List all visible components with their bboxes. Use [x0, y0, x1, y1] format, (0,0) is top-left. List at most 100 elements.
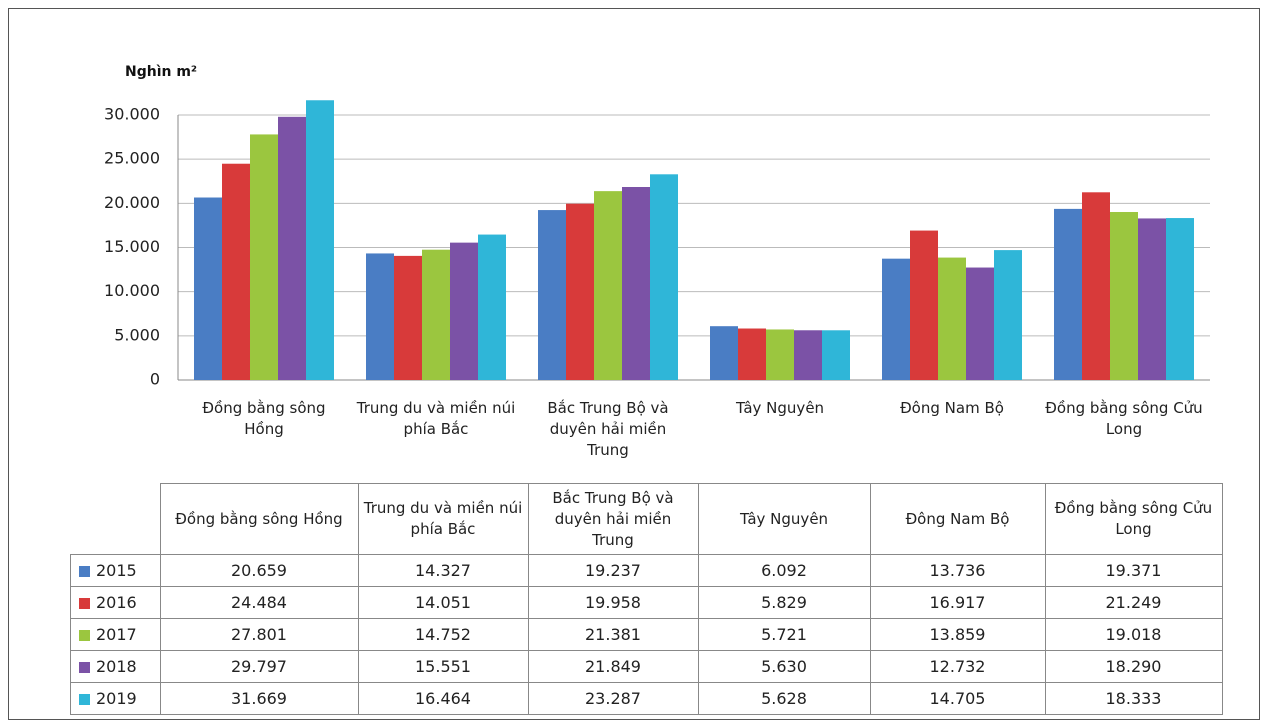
table-header-cell — [70, 483, 161, 555]
table-cell: 6.092 — [697, 554, 871, 587]
bar — [422, 249, 450, 380]
table-row: 2017 27.801 14.752 21.381 5.721 13.859 19.018 — [70, 618, 1223, 651]
table-header-cell: Bắc Trung Bộ và duyên hải miền Trung — [527, 483, 699, 555]
table-cell: 21.849 — [527, 650, 699, 683]
table-cell: 31.669 — [159, 682, 359, 715]
table-header-cell: Trung du và miền núi phía Bắc — [357, 483, 529, 555]
table-cell: 13.736 — [869, 554, 1046, 587]
data-table: Đồng bằng sông Hồng Trung du và miền núi … — [70, 483, 1223, 715]
table-cell: 15.551 — [357, 650, 529, 683]
bar — [394, 255, 422, 380]
table-cell: 14.752 — [357, 618, 529, 651]
table-header-row: Đồng bằng sông Hồng Trung du và miền núi … — [70, 483, 1223, 555]
table-header-cell: Đông Nam Bộ — [869, 483, 1046, 555]
x-tick-label: Trung du và miền núi phía Bắc — [356, 399, 516, 438]
table-cell: 14.705 — [869, 682, 1046, 715]
legend-swatch — [79, 662, 90, 673]
table-cell: 13.859 — [869, 618, 1046, 651]
legend-label: 2017 — [96, 625, 137, 644]
x-tick-label: Đồng bằng sông Cửu Long — [1045, 399, 1203, 438]
y-tick-label: 20.000 — [104, 193, 160, 212]
bar — [822, 330, 850, 380]
bar — [938, 257, 966, 380]
bar — [594, 191, 622, 380]
table-cell: 16.917 — [869, 586, 1046, 619]
legend-label: 2015 — [96, 561, 137, 580]
bar — [306, 100, 334, 380]
legend-entry: 2016 — [70, 586, 161, 619]
bar — [794, 330, 822, 380]
bar — [194, 197, 222, 380]
legend-entry: 2017 — [70, 618, 161, 651]
table-cell: 19.371 — [1044, 554, 1223, 587]
bar — [478, 234, 506, 380]
table-row: 2015 20.659 14.327 19.237 6.092 13.736 19.371 — [70, 554, 1223, 587]
table-cell: 19.018 — [1044, 618, 1223, 651]
y-tick-label: 5.000 — [114, 325, 160, 344]
table-cell: 21.381 — [527, 618, 699, 651]
bar — [1166, 218, 1194, 380]
bar — [1054, 208, 1082, 380]
table-cell: 5.630 — [697, 650, 871, 683]
table-cell: 5.628 — [697, 682, 871, 715]
bar — [966, 267, 994, 380]
legend-swatch — [79, 566, 90, 577]
bar — [650, 174, 678, 380]
bar — [1138, 218, 1166, 380]
bar — [222, 163, 250, 380]
table-cell: 5.721 — [697, 618, 871, 651]
bar — [366, 253, 394, 380]
legend-swatch — [79, 630, 90, 641]
table-cell: 24.484 — [159, 586, 359, 619]
bar — [566, 203, 594, 380]
legend-label: 2018 — [96, 657, 137, 676]
table-header-cell: Đồng bằng sông Hồng — [159, 483, 359, 555]
legend-entry: 2019 — [70, 682, 161, 715]
table-cell: 5.829 — [697, 586, 871, 619]
table-header-cell: Tây Nguyên — [697, 483, 871, 555]
bar — [994, 250, 1022, 380]
x-tick-label: Bắc Trung Bộ và duyên hải miền Trung — [547, 399, 669, 459]
x-tick-label: Đông Nam Bộ — [900, 399, 1004, 417]
table-cell: 27.801 — [159, 618, 359, 651]
table-row: 2019 31.669 16.464 23.287 5.628 14.705 18.333 — [70, 682, 1223, 715]
bar — [278, 116, 306, 381]
table-cell: 14.051 — [357, 586, 529, 619]
y-tick-label: 30.000 — [104, 105, 160, 124]
bar — [622, 187, 650, 380]
legend-label: 2019 — [96, 689, 137, 708]
table-cell: 21.249 — [1044, 586, 1223, 619]
x-tick-label: Tây Nguyên — [735, 399, 825, 417]
legend-entry: 2018 — [70, 650, 161, 683]
y-tick-label: 15.000 — [104, 237, 160, 256]
legend-swatch — [79, 694, 90, 705]
y-axis-label: Nghìn m² — [125, 64, 198, 80]
bar — [882, 258, 910, 380]
table-cell: 16.464 — [357, 682, 529, 715]
legend-swatch — [79, 598, 90, 609]
bar — [538, 210, 566, 380]
table-cell: 12.732 — [869, 650, 1046, 683]
table-cell: 14.327 — [357, 554, 529, 587]
bar — [910, 230, 938, 380]
frame — [8, 8, 1260, 720]
table-cell: 29.797 — [159, 650, 359, 683]
table-cell: 19.237 — [527, 554, 699, 587]
table-cell: 19.958 — [527, 586, 699, 619]
bar — [1082, 192, 1110, 380]
table-cell: 18.290 — [1044, 650, 1223, 683]
table-cell: 18.333 — [1044, 682, 1223, 715]
table-cell: 20.659 — [159, 554, 359, 587]
table-row: 2016 24.484 14.051 19.958 5.829 16.917 21.249 — [70, 586, 1223, 619]
bar — [738, 328, 766, 380]
table-cell: 23.287 — [527, 682, 699, 715]
table-row: 2018 29.797 15.551 21.849 5.630 12.732 18.290 — [70, 650, 1223, 683]
legend-entry: 2015 — [70, 554, 161, 587]
bar — [450, 242, 478, 380]
x-tick-label: Đồng bằng sông Hồng — [202, 399, 326, 438]
bar — [710, 326, 738, 380]
y-tick-label: 10.000 — [104, 281, 160, 300]
legend-label: 2016 — [96, 593, 137, 612]
